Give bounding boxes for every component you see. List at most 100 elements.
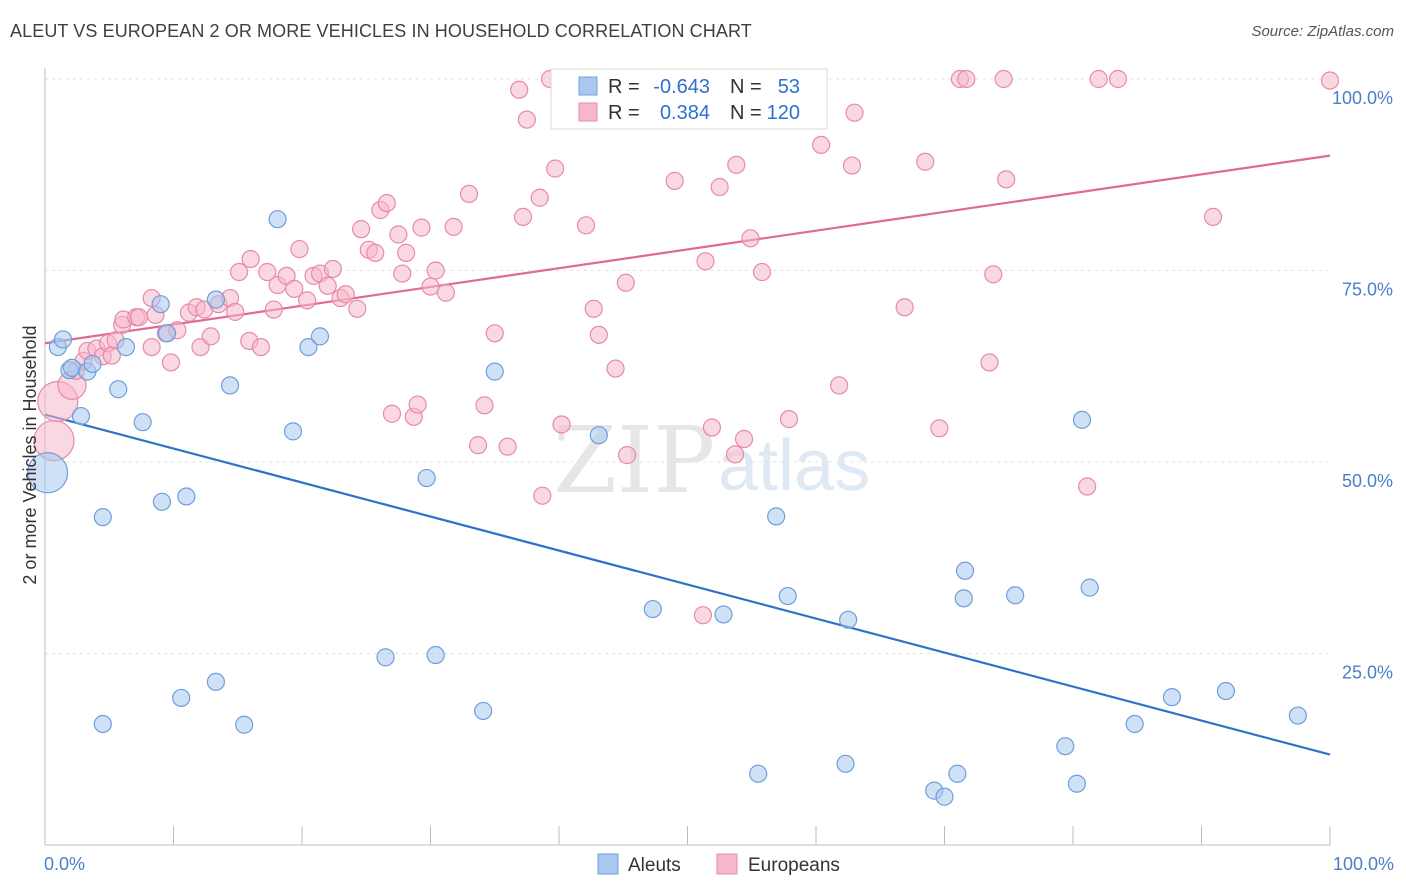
europeans-point (352, 220, 371, 239)
europeans-point (517, 110, 536, 129)
europeans-point (830, 376, 849, 395)
europeans-point (421, 277, 440, 296)
europeans-point (842, 156, 862, 175)
stats-legend: R = -0.643 N = 53 R = 0.384 N = 120 (550, 68, 828, 130)
aleuts-point (1125, 714, 1144, 734)
europeans-point (752, 262, 772, 282)
europeans-point (142, 338, 161, 357)
europeans-point (444, 217, 463, 236)
europeans-point (264, 300, 283, 319)
aleuts-point (767, 507, 786, 526)
europeans-point (298, 291, 317, 310)
aleuts-point (426, 645, 445, 665)
legend-r-label-europeans: R = (608, 102, 640, 124)
europeans-point (229, 262, 249, 282)
europeans-point (485, 324, 504, 343)
europeans-point (436, 283, 456, 302)
trend-line-europeans (44, 154, 1331, 345)
aleuts-point (53, 330, 73, 349)
europeans-point (1078, 477, 1097, 496)
aleuts-points (26, 210, 1307, 806)
grid-lines: 25.0% 50.0% 75.0% 100.0% (45, 78, 1393, 683)
europeans-point (618, 446, 637, 465)
europeans-point (552, 415, 571, 434)
europeans-point (396, 243, 416, 262)
europeans-point (584, 299, 603, 318)
legend-r-label-aleuts: R = (608, 76, 640, 98)
europeans-point (226, 302, 245, 321)
bottom-legend-label-europeans[interactable]: Europeans (748, 855, 840, 876)
aleuts-point (485, 362, 504, 381)
europeans-point (510, 80, 529, 99)
europeans-point (366, 243, 385, 262)
europeans-point (734, 429, 754, 449)
europeans-point (997, 170, 1016, 189)
aleuts-point (1067, 774, 1086, 793)
europeans-point (389, 225, 408, 244)
aleuts-point (206, 290, 226, 309)
y-axis-label: 2 or more Vehicles in Household (20, 325, 40, 584)
aleuts-point (172, 688, 191, 708)
europeans-point (348, 299, 367, 318)
europeans-point (285, 279, 304, 298)
aleuts-point (935, 787, 954, 806)
europeans-point (241, 249, 260, 269)
aleuts-point (1056, 737, 1075, 756)
aleuts-point (589, 426, 608, 445)
aleuts-point (268, 210, 287, 229)
europeans-point (1320, 71, 1340, 90)
europeans-point (930, 419, 949, 438)
europeans-point (412, 218, 431, 237)
europeans-point (161, 353, 181, 372)
chart-source: Source: ZipAtlas.com (1251, 23, 1394, 40)
europeans-point (812, 135, 831, 154)
europeans-point (258, 262, 277, 282)
y-tick-label: 75.0% (1342, 280, 1393, 300)
europeans-point (994, 69, 1013, 89)
bottom-legend-label-aleuts[interactable]: Aleuts (628, 855, 681, 876)
aleuts-point (1288, 706, 1307, 725)
aleuts-point (1162, 688, 1182, 707)
aleuts-point (1006, 586, 1025, 605)
aleuts-point (749, 764, 768, 783)
bottom-legend-swatch-europeans[interactable] (716, 853, 738, 875)
europeans-point (533, 486, 552, 505)
bottom-legend-swatch-aleuts[interactable] (597, 853, 619, 875)
aleuts-point (836, 754, 855, 773)
europeans-point (895, 298, 914, 317)
bottom-legend: Aleuts Europeans (597, 853, 840, 876)
aleuts-point (417, 468, 436, 488)
europeans-point (725, 445, 745, 464)
aleuts-point (948, 764, 967, 783)
aleuts-point (955, 561, 975, 580)
aleuts-point (93, 508, 112, 527)
legend-r-value-europeans: 0.384 (660, 102, 710, 124)
europeans-point (984, 265, 1003, 284)
chart-title: ALEUT VS EUROPEAN 2 OR MORE VEHICLES IN … (10, 21, 752, 41)
europeans-point (1108, 69, 1128, 89)
aleuts-point (152, 492, 172, 511)
aleuts-point (71, 406, 91, 426)
europeans-point (546, 159, 565, 178)
aleuts-point (93, 714, 112, 734)
legend-n-value-europeans: 120 (767, 102, 800, 124)
legend-r-value-aleuts: -0.643 (653, 76, 710, 98)
europeans-point (530, 188, 549, 207)
aleuts-point (62, 358, 82, 377)
aleuts-point (151, 295, 170, 314)
aleuts-point (310, 327, 330, 346)
aleuts-point (206, 672, 226, 691)
aleuts-point (376, 648, 395, 667)
europeans-point (459, 184, 479, 203)
europeans-point (1203, 207, 1223, 226)
aleuts-point (778, 586, 797, 606)
europeans-point (741, 229, 760, 248)
europeans-point (129, 308, 148, 327)
europeans-point (916, 152, 935, 171)
europeans-point (727, 155, 746, 174)
aleuts-point (1072, 410, 1092, 429)
aleuts-point (109, 380, 128, 399)
europeans-point (426, 261, 445, 280)
y-tick-label: 100.0% (1332, 88, 1393, 108)
aleuts-point (220, 376, 240, 395)
